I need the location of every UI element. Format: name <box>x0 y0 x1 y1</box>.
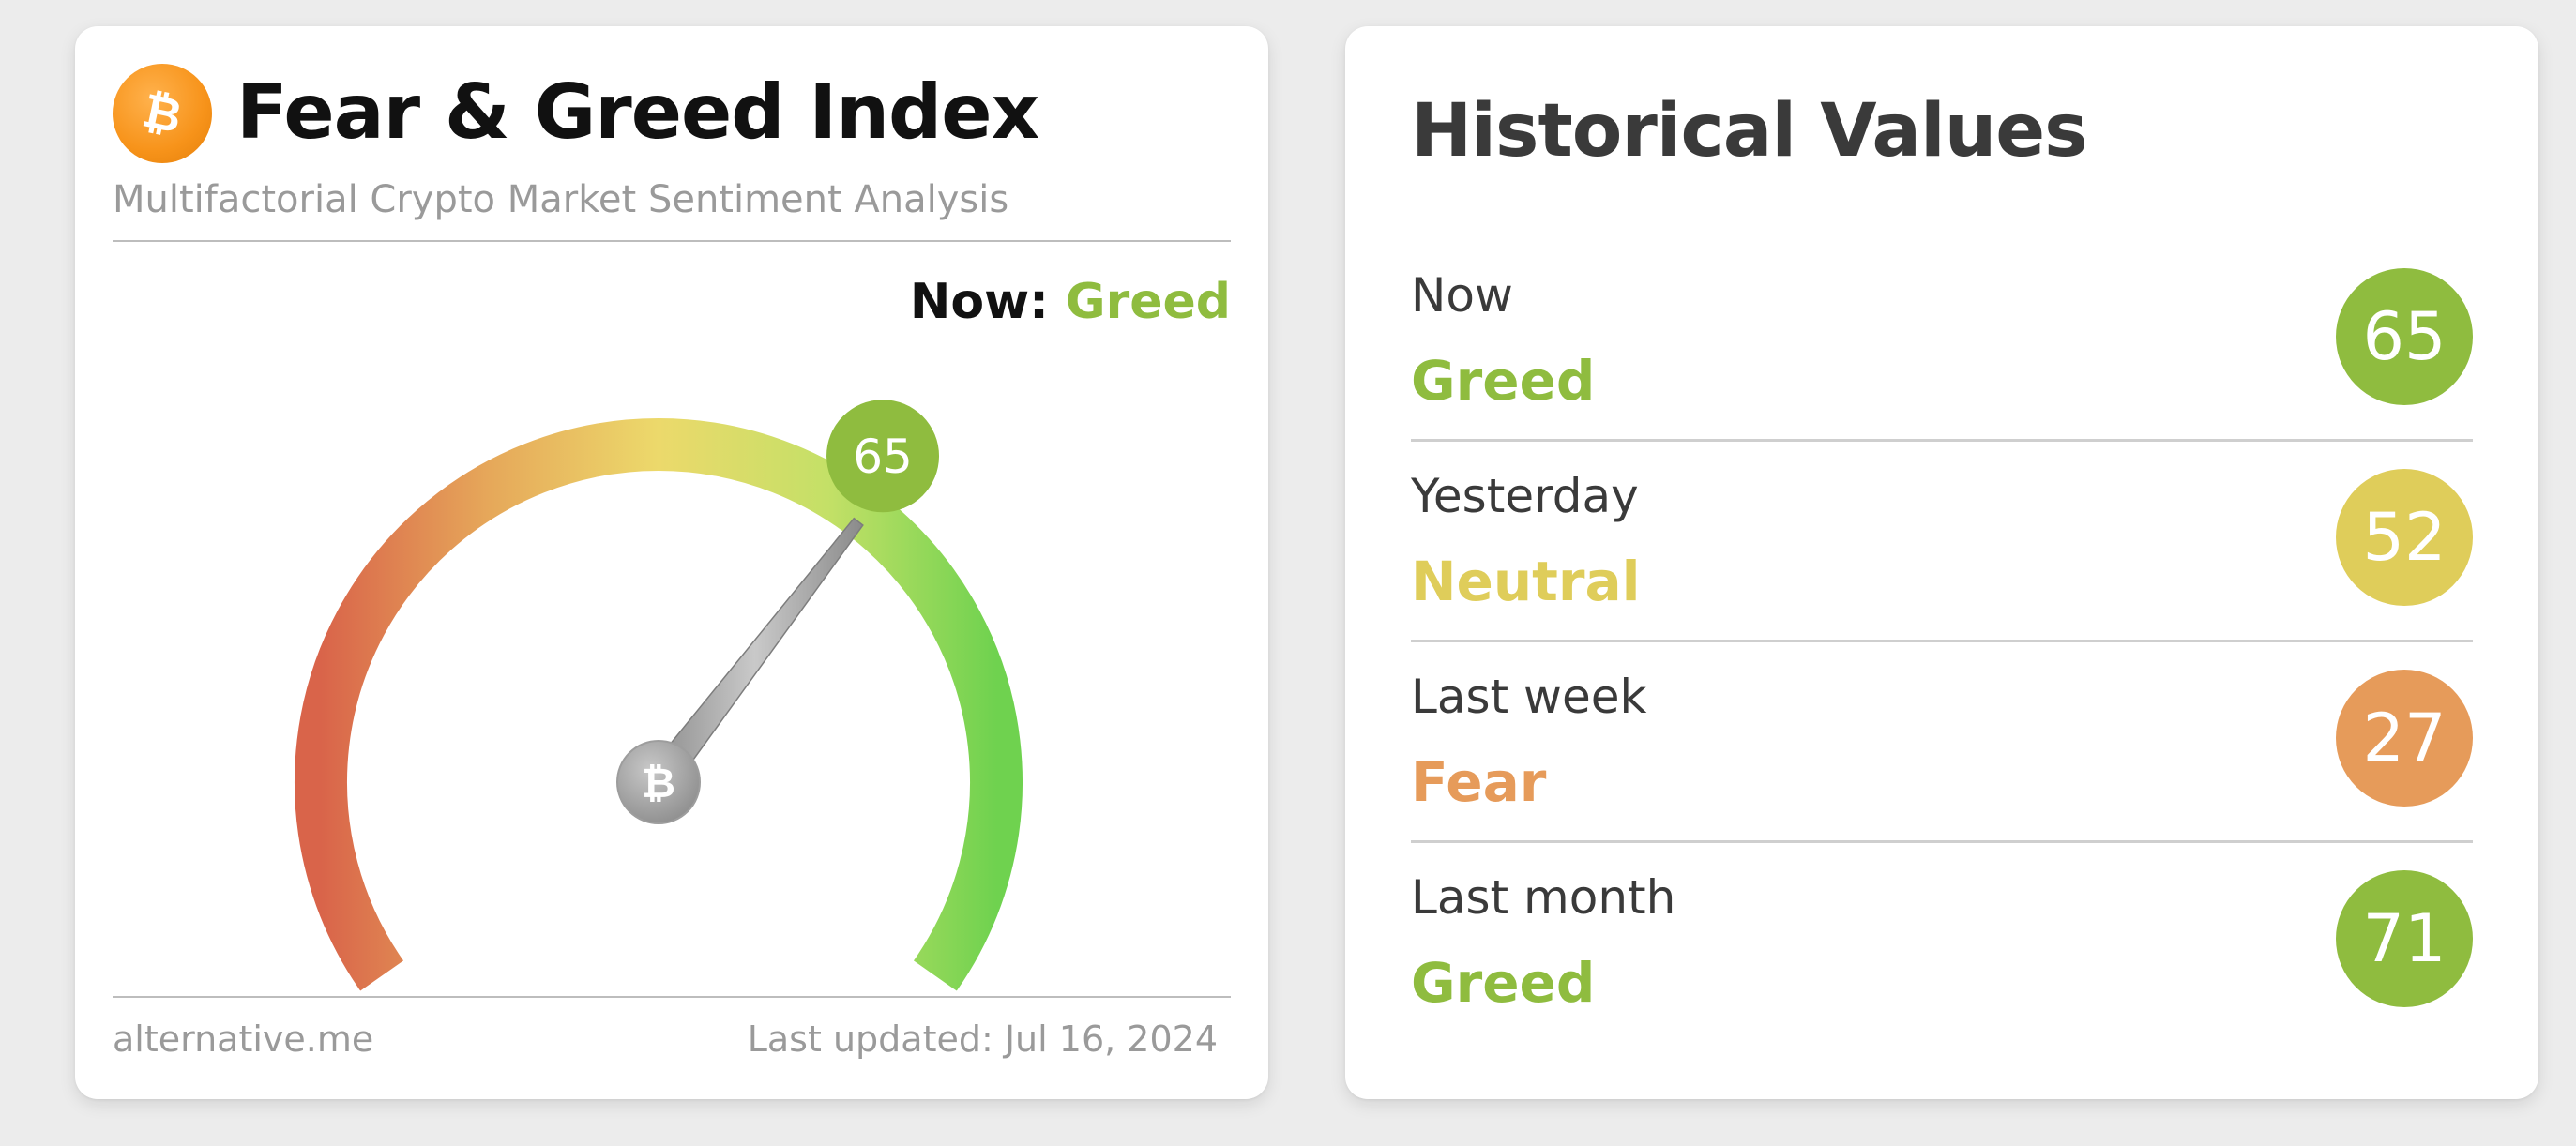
history-period: Last week <box>1411 670 1647 724</box>
gauge-value-badge: 65 <box>826 400 940 513</box>
history-row-yesterday: Yesterday Neutral 52 <box>1411 469 2473 668</box>
history-score-badge: 52 <box>2336 469 2473 606</box>
now-label: Now: <box>909 274 1049 330</box>
fear-greed-card: ₿ Fear & Greed Index Multifactorial Cryp… <box>75 26 1268 1099</box>
history-classification: Fear <box>1411 750 1547 814</box>
history-classification: Greed <box>1411 951 1596 1015</box>
divider <box>1411 840 2473 843</box>
fear-greed-subtitle: Multifactorial Crypto Market Sentiment A… <box>113 178 1009 221</box>
history-period: Yesterday <box>1411 469 1639 523</box>
now-status: Now: Greed <box>910 274 1231 330</box>
bitcoin-logo-icon: ₿ <box>113 64 212 163</box>
gauge-arc <box>295 418 1023 991</box>
historical-values-card: Historical Values Now Greed 65 Yesterday… <box>1345 26 2538 1099</box>
history-period: Now <box>1411 268 1513 323</box>
fear-greed-title: Fear & Greed Index <box>236 68 1039 156</box>
divider <box>113 240 1231 242</box>
history-period: Last month <box>1411 870 1676 925</box>
history-classification: Greed <box>1411 349 1596 413</box>
divider <box>1411 439 2473 442</box>
gauge-value-text: 65 <box>853 430 913 484</box>
history-score-badge: 65 <box>2336 268 2473 405</box>
divider <box>1411 640 2473 642</box>
history-row-now: Now Greed 65 <box>1411 268 2473 467</box>
history-score-badge: 71 <box>2336 870 2473 1007</box>
gauge-hub-bitcoin-icon: ₿ <box>616 740 701 824</box>
source-link[interactable]: alternative.me <box>113 1018 374 1060</box>
last-updated: Last updated: Jul 16, 2024 <box>747 1018 1218 1060</box>
history-score-badge: 27 <box>2336 670 2473 807</box>
divider <box>113 996 1231 998</box>
history-classification: Neutral <box>1411 550 1641 613</box>
history-row-last-week: Last week Fear 27 <box>1411 670 2473 868</box>
now-classification: Greed <box>1065 274 1231 330</box>
svg-text:₿: ₿ <box>642 760 675 807</box>
historical-values-title: Historical Values <box>1411 89 2088 173</box>
sentiment-gauge: ₿ 65 <box>295 400 1023 991</box>
history-row-last-month: Last month Greed 71 <box>1411 870 2473 1069</box>
